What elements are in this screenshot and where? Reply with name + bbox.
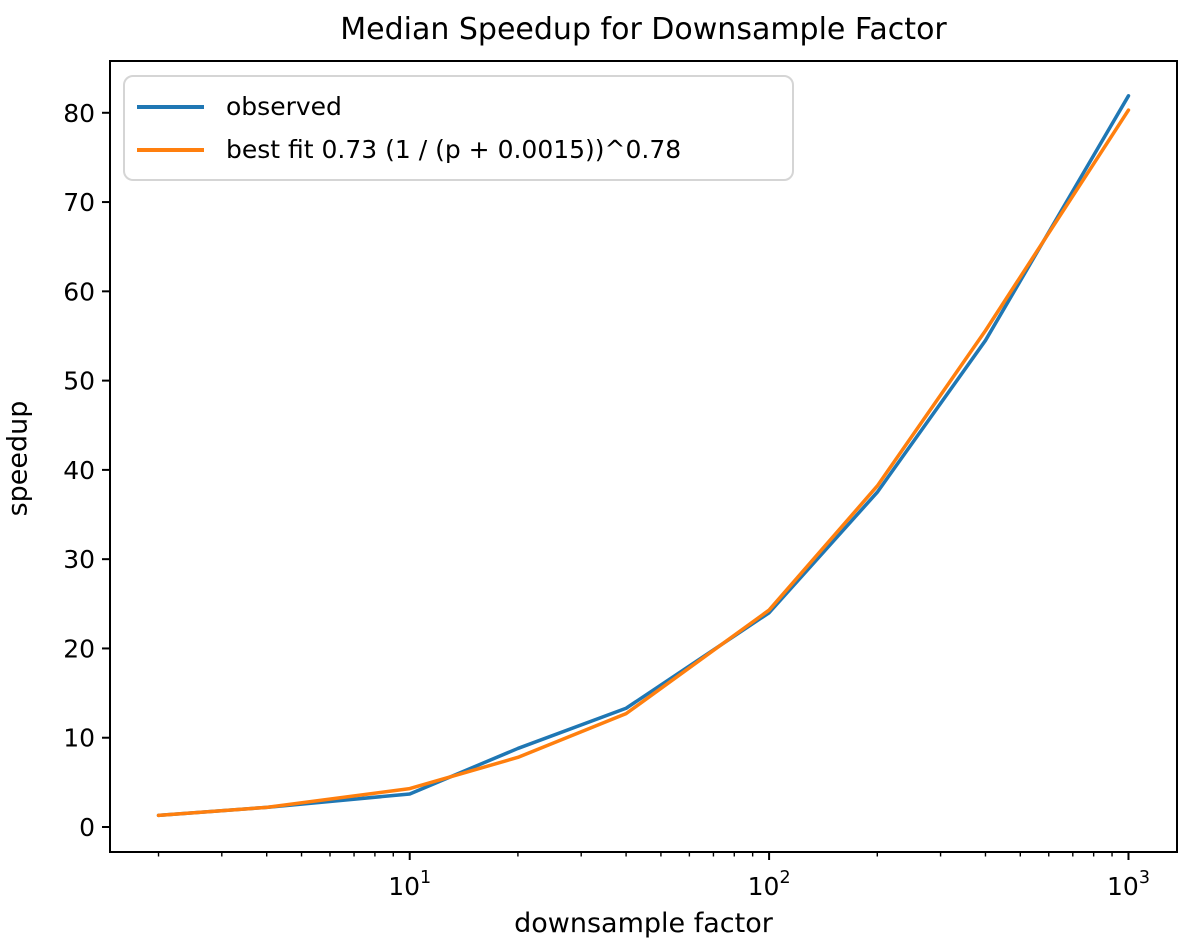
axes-spines: [109, 60, 1178, 853]
y-tick-label: 70: [63, 188, 95, 217]
chart-title: Median Speedup for Downsample Factor: [340, 12, 947, 47]
legend-label-observed: observed: [226, 92, 342, 121]
x-tick-label: 103: [1107, 868, 1150, 901]
legend-item-observed: observed: [137, 85, 778, 128]
x-tick-label: 101: [388, 868, 431, 901]
x-minor-ticks: [157, 852, 1113, 857]
legend-label-best-fit: best fit 0.73 (1 / (p + 0.0015))^0.78: [226, 135, 682, 164]
legend-item-best-fit: best fit 0.73 (1 / (p + 0.0015))^0.78: [137, 128, 778, 171]
y-tick-label: 50: [63, 367, 95, 396]
y-tick-label: 20: [63, 634, 95, 663]
x-major-ticks: 101 102 103: [388, 852, 1150, 901]
x-axis-label: downsample factor: [514, 908, 773, 939]
y-ticks: 0 10 20 30 40 50 60 70 80: [63, 99, 110, 842]
series-line-0: [156, 94, 1131, 818]
y-tick-label: 10: [63, 724, 95, 753]
y-tick-label: 60: [63, 277, 95, 306]
best-fit-line-sample: [137, 147, 204, 152]
y-tick-label: 80: [63, 99, 95, 128]
y-tick-label: 40: [63, 456, 95, 485]
legend: observed best fit 0.73 (1 / (p + 0.0015)…: [123, 75, 794, 181]
series-line-1: [156, 108, 1131, 818]
observed-line-sample: [137, 104, 204, 109]
y-tick-label: 0: [79, 813, 95, 842]
y-tick-label: 30: [63, 545, 95, 574]
x-tick-label: 102: [748, 868, 791, 901]
